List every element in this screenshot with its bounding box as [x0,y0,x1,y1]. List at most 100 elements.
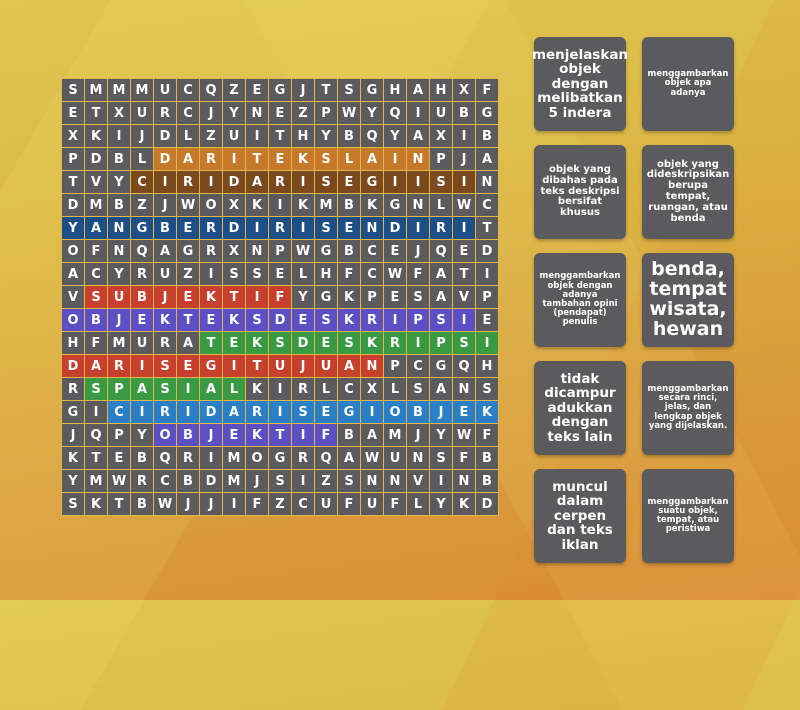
grid-cell[interactable]: R [430,217,452,239]
grid-cell[interactable]: C [154,470,176,492]
grid-cell[interactable]: A [430,378,452,400]
grid-cell[interactable]: O [246,447,268,469]
grid-cell[interactable]: N [407,447,429,469]
clue-card[interactable]: objek yang dideskripsikan berupa tempat,… [642,145,734,239]
grid-cell[interactable]: S [292,401,314,423]
grid-cell[interactable]: M [108,79,130,101]
grid-cell[interactable]: X [223,194,245,216]
grid-cell[interactable]: H [476,355,498,377]
grid-cell[interactable]: F [85,240,107,262]
grid-cell[interactable]: L [384,378,406,400]
grid-cell[interactable]: I [476,332,498,354]
grid-cell[interactable]: P [430,148,452,170]
grid-cell[interactable]: U [131,332,153,354]
grid-cell[interactable]: I [292,217,314,239]
grid-cell[interactable]: S [338,332,360,354]
grid-cell[interactable]: E [269,102,291,124]
grid-cell[interactable]: P [269,240,291,262]
grid-cell[interactable]: A [476,148,498,170]
grid-cell[interactable]: N [453,470,475,492]
grid-cell[interactable]: F [246,493,268,515]
grid-cell[interactable]: Q [154,447,176,469]
grid-cell[interactable]: S [154,355,176,377]
grid-cell[interactable]: J [131,125,153,147]
grid-cell[interactable]: S [315,148,337,170]
grid-cell[interactable]: P [384,355,406,377]
grid-cell[interactable]: A [246,171,268,193]
grid-cell[interactable]: A [154,240,176,262]
grid-cell[interactable]: W [177,194,199,216]
grid-cell[interactable]: F [407,263,429,285]
grid-cell[interactable]: Z [269,493,291,515]
grid-cell[interactable]: B [108,194,130,216]
grid-cell[interactable]: B [338,240,360,262]
grid-cell[interactable]: Y [131,424,153,446]
grid-cell[interactable]: O [62,240,84,262]
grid-cell[interactable]: U [154,263,176,285]
grid-cell[interactable]: S [315,217,337,239]
grid-cell[interactable]: P [407,309,429,331]
grid-cell[interactable]: S [246,309,268,331]
grid-cell[interactable]: W [453,194,475,216]
grid-cell[interactable]: E [177,286,199,308]
grid-cell[interactable]: Y [292,286,314,308]
grid-cell[interactable]: K [292,194,314,216]
grid-cell[interactable]: Y [62,470,84,492]
grid-cell[interactable]: B [154,217,176,239]
grid-cell[interactable]: K [246,332,268,354]
grid-cell[interactable]: Q [430,240,452,262]
grid-cell[interactable]: T [62,171,84,193]
grid-cell[interactable]: J [246,470,268,492]
grid-cell[interactable]: K [246,424,268,446]
grid-cell[interactable]: G [338,401,360,423]
grid-cell[interactable]: G [315,240,337,262]
grid-cell[interactable]: X [430,125,452,147]
grid-cell[interactable]: R [154,332,176,354]
grid-cell[interactable]: I [131,355,153,377]
grid-cell[interactable]: I [177,401,199,423]
grid-cell[interactable]: K [361,332,383,354]
grid-cell[interactable]: F [338,263,360,285]
grid-cell[interactable]: G [476,102,498,124]
grid-cell[interactable]: M [223,470,245,492]
grid-cell[interactable]: B [131,493,153,515]
grid-cell[interactable]: K [246,378,268,400]
grid-cell[interactable]: S [407,378,429,400]
grid-cell[interactable]: E [269,263,291,285]
grid-cell[interactable]: B [476,125,498,147]
grid-cell[interactable]: I [246,125,268,147]
grid-cell[interactable]: R [361,309,383,331]
clue-card[interactable]: benda, tempat wisata, hewan [642,253,734,347]
grid-cell[interactable]: T [223,286,245,308]
grid-cell[interactable]: R [200,148,222,170]
grid-cell[interactable]: I [453,217,475,239]
grid-cell[interactable]: C [361,240,383,262]
grid-cell[interactable]: Y [108,171,130,193]
grid-cell[interactable]: X [361,378,383,400]
grid-cell[interactable]: E [292,309,314,331]
grid-cell[interactable]: B [177,470,199,492]
grid-cell[interactable]: I [292,171,314,193]
grid-cell[interactable]: J [453,148,475,170]
grid-cell[interactable]: B [85,309,107,331]
grid-cell[interactable]: G [131,217,153,239]
grid-cell[interactable]: Y [108,263,130,285]
grid-cell[interactable]: B [338,194,360,216]
grid-cell[interactable]: Q [384,102,406,124]
grid-cell[interactable]: D [200,470,222,492]
clue-card[interactable]: menggambarkan suatu objek, tempat, atau … [642,469,734,563]
grid-cell[interactable]: H [62,332,84,354]
grid-cell[interactable]: Y [430,424,452,446]
grid-cell[interactable]: F [315,424,337,446]
grid-cell[interactable]: G [384,194,406,216]
grid-cell[interactable]: C [476,194,498,216]
grid-cell[interactable]: S [85,286,107,308]
clue-card[interactable]: menjelaskan objek dengan melibatkan 5 in… [532,37,628,131]
grid-cell[interactable]: B [177,424,199,446]
grid-cell[interactable]: U [131,102,153,124]
grid-cell[interactable]: S [430,171,452,193]
grid-cell[interactable]: Q [200,79,222,101]
grid-cell[interactable]: F [338,493,360,515]
grid-cell[interactable]: I [361,401,383,423]
